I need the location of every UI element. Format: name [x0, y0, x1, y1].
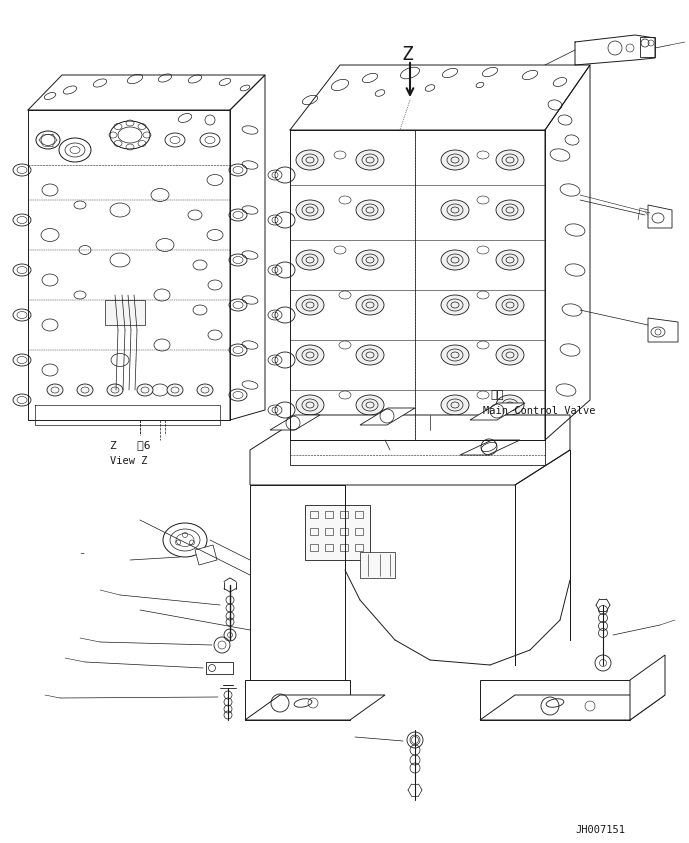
Polygon shape: [480, 695, 665, 720]
Bar: [310, 544, 318, 551]
Polygon shape: [480, 680, 630, 720]
Text: ─: ─: [80, 552, 83, 557]
Text: View Z: View Z: [110, 456, 147, 466]
Ellipse shape: [496, 150, 524, 170]
Bar: [355, 544, 363, 551]
Ellipse shape: [47, 384, 63, 396]
Ellipse shape: [441, 250, 469, 270]
Ellipse shape: [296, 250, 324, 270]
Polygon shape: [360, 552, 395, 578]
Polygon shape: [206, 662, 233, 674]
Ellipse shape: [356, 250, 384, 270]
Ellipse shape: [197, 384, 213, 396]
Bar: [310, 528, 318, 535]
Bar: [355, 511, 363, 518]
Text: Z: Z: [401, 45, 413, 64]
Bar: [340, 544, 348, 551]
Ellipse shape: [296, 150, 324, 170]
Ellipse shape: [356, 395, 384, 415]
Ellipse shape: [296, 200, 324, 220]
Ellipse shape: [296, 345, 324, 365]
Ellipse shape: [441, 295, 469, 315]
Ellipse shape: [356, 345, 384, 365]
Bar: [640, 37, 655, 57]
Text: 主阀: 主阀: [490, 390, 504, 400]
Ellipse shape: [356, 295, 384, 315]
Bar: [325, 544, 333, 551]
Ellipse shape: [356, 150, 384, 170]
Polygon shape: [648, 205, 672, 228]
Ellipse shape: [496, 250, 524, 270]
Polygon shape: [470, 403, 525, 420]
Polygon shape: [460, 440, 520, 455]
Ellipse shape: [441, 200, 469, 220]
Polygon shape: [648, 318, 678, 342]
Polygon shape: [105, 300, 145, 325]
Bar: [325, 511, 333, 518]
Ellipse shape: [496, 295, 524, 315]
Ellipse shape: [441, 150, 469, 170]
Text: Main Control Valve: Main Control Valve: [483, 406, 595, 416]
Text: JH007151: JH007151: [575, 825, 625, 835]
Polygon shape: [250, 415, 570, 485]
Polygon shape: [250, 485, 345, 680]
Text: Z   覙6: Z 覙6: [110, 440, 150, 450]
Polygon shape: [360, 408, 415, 425]
Polygon shape: [245, 680, 350, 720]
Bar: [340, 528, 348, 535]
Ellipse shape: [356, 200, 384, 220]
Ellipse shape: [77, 384, 93, 396]
Polygon shape: [245, 695, 385, 720]
Ellipse shape: [296, 295, 324, 315]
Ellipse shape: [496, 395, 524, 415]
Polygon shape: [270, 415, 320, 430]
Ellipse shape: [137, 384, 153, 396]
Bar: [325, 528, 333, 535]
Polygon shape: [305, 505, 370, 560]
Ellipse shape: [167, 384, 183, 396]
Bar: [310, 511, 318, 518]
Ellipse shape: [107, 384, 123, 396]
Ellipse shape: [496, 345, 524, 365]
Ellipse shape: [441, 395, 469, 415]
Bar: [340, 511, 348, 518]
Ellipse shape: [441, 345, 469, 365]
Ellipse shape: [296, 395, 324, 415]
Polygon shape: [195, 545, 217, 565]
Ellipse shape: [496, 200, 524, 220]
Polygon shape: [630, 655, 665, 720]
Bar: [355, 528, 363, 535]
